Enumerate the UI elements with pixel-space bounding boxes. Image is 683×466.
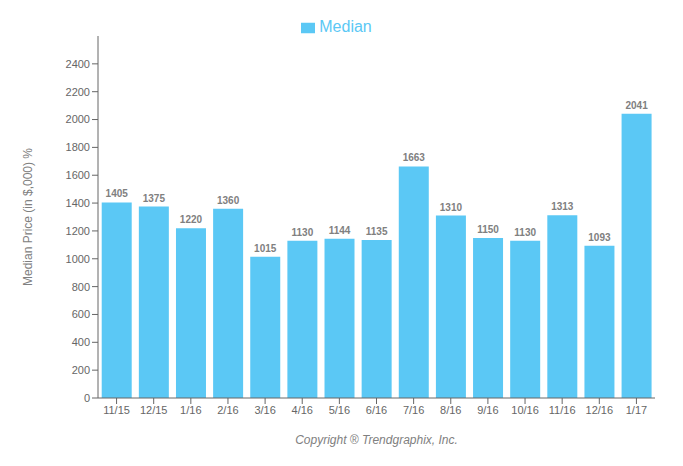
svg-text:1015: 1015 (254, 243, 277, 254)
svg-text:1800: 1800 (66, 141, 90, 153)
svg-text:400: 400 (72, 336, 90, 348)
svg-text:4/16: 4/16 (292, 404, 313, 416)
svg-text:1135: 1135 (366, 226, 388, 237)
svg-text:1144: 1144 (329, 225, 351, 236)
svg-text:10/16: 10/16 (511, 404, 539, 416)
svg-text:1360: 1360 (217, 195, 240, 206)
svg-text:0: 0 (84, 392, 90, 404)
svg-text:2/16: 2/16 (217, 404, 238, 416)
svg-text:1220: 1220 (180, 214, 203, 225)
svg-text:1093: 1093 (588, 232, 611, 243)
svg-text:2000: 2000 (66, 113, 90, 125)
svg-text:1150: 1150 (477, 224, 499, 235)
svg-text:800: 800 (72, 281, 90, 293)
svg-text:1310: 1310 (440, 202, 463, 213)
svg-text:6/16: 6/16 (366, 404, 387, 416)
svg-text:8/16: 8/16 (440, 404, 461, 416)
svg-text:600: 600 (72, 308, 90, 320)
svg-text:1130: 1130 (514, 227, 536, 238)
svg-text:2200: 2200 (66, 86, 90, 98)
svg-text:1313: 1313 (551, 201, 574, 212)
svg-text:1400: 1400 (66, 197, 90, 209)
html-text:Median: Median (319, 18, 372, 35)
svg-text:5/16: 5/16 (329, 404, 350, 416)
svg-text:1663: 1663 (403, 152, 426, 163)
svg-text:1600: 1600 (66, 169, 90, 181)
svg-text:Copyright ® Trendgraphix, Inc.: Copyright ® Trendgraphix, Inc. (295, 433, 458, 447)
svg-text:12/16: 12/16 (586, 404, 614, 416)
svg-text:1/17: 1/17 (626, 404, 647, 416)
svg-text:11/15: 11/15 (103, 404, 130, 416)
svg-text:1375: 1375 (143, 193, 166, 204)
svg-text:1130: 1130 (292, 227, 314, 238)
svg-text:3/16: 3/16 (254, 404, 275, 416)
svg-text:2041: 2041 (625, 100, 648, 111)
svg-text:2400: 2400 (66, 58, 90, 70)
svg-text:1/16: 1/16 (180, 404, 201, 416)
svg-text:1200: 1200 (66, 225, 90, 237)
svg-text:1405: 1405 (106, 188, 129, 199)
svg-text:7/16: 7/16 (403, 404, 424, 416)
svg-text:Median Price (in $,000) %: Median Price (in $,000) % (21, 148, 35, 286)
svg-text:9/16: 9/16 (477, 404, 498, 416)
svg-text:200: 200 (72, 364, 90, 376)
svg-text:11/16: 11/16 (549, 404, 576, 416)
svg-text:12/15: 12/15 (140, 404, 168, 416)
svg-text:1000: 1000 (66, 253, 90, 265)
